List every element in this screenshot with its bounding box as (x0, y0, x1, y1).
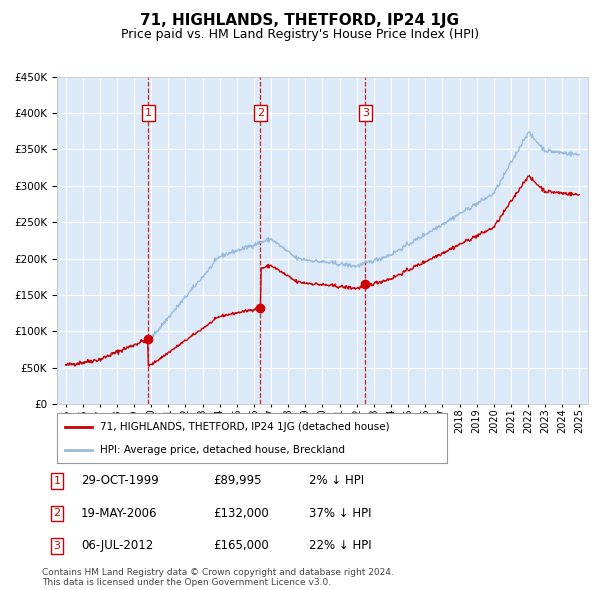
Text: 2% ↓ HPI: 2% ↓ HPI (309, 474, 364, 487)
Text: 19-MAY-2006: 19-MAY-2006 (81, 507, 157, 520)
Text: £165,000: £165,000 (213, 539, 269, 552)
Text: £132,000: £132,000 (213, 507, 269, 520)
Text: 1: 1 (145, 108, 152, 118)
Text: Contains HM Land Registry data © Crown copyright and database right 2024.
This d: Contains HM Land Registry data © Crown c… (42, 568, 394, 587)
Text: 1: 1 (53, 476, 61, 486)
Text: £89,995: £89,995 (213, 474, 262, 487)
Text: Price paid vs. HM Land Registry's House Price Index (HPI): Price paid vs. HM Land Registry's House … (121, 28, 479, 41)
Text: 3: 3 (362, 108, 369, 118)
Text: 71, HIGHLANDS, THETFORD, IP24 1JG (detached house): 71, HIGHLANDS, THETFORD, IP24 1JG (detac… (100, 422, 389, 432)
Text: 06-JUL-2012: 06-JUL-2012 (81, 539, 153, 552)
Text: HPI: Average price, detached house, Breckland: HPI: Average price, detached house, Brec… (100, 445, 345, 455)
Text: 22% ↓ HPI: 22% ↓ HPI (309, 539, 371, 552)
Text: 3: 3 (53, 541, 61, 550)
Text: 2: 2 (257, 108, 264, 118)
Text: 2: 2 (53, 509, 61, 518)
Text: 37% ↓ HPI: 37% ↓ HPI (309, 507, 371, 520)
Text: 29-OCT-1999: 29-OCT-1999 (81, 474, 159, 487)
Text: 71, HIGHLANDS, THETFORD, IP24 1JG: 71, HIGHLANDS, THETFORD, IP24 1JG (140, 13, 460, 28)
